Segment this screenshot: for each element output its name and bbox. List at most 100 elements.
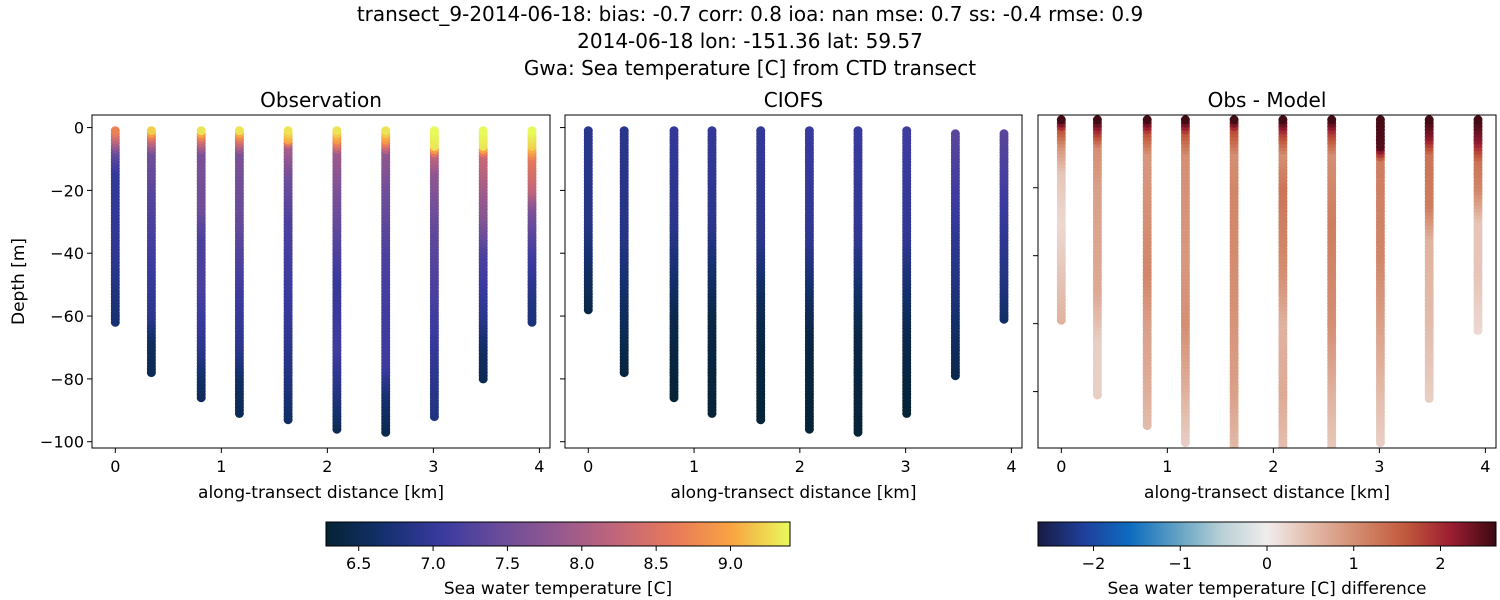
data-point — [1327, 452, 1336, 461]
y-tick-label: 0 — [74, 119, 84, 138]
data-point — [381, 126, 391, 136]
station-profile — [583, 126, 593, 315]
axes-frame — [91, 114, 551, 449]
y-tick-label: −100 — [40, 433, 84, 452]
x-tick-label: 4 — [534, 457, 544, 476]
data-point — [669, 126, 679, 136]
y-tick-label: −40 — [50, 244, 84, 263]
colorbar-tick-label: 7.0 — [420, 554, 445, 573]
colorbar-tick-label: 7.5 — [495, 554, 520, 573]
colorbar-bar — [1037, 521, 1497, 547]
figure-title-line-1: transect_9-2014-06-18: bias: -0.7 corr: … — [356, 2, 1144, 26]
colorbar-tick-label: 1 — [1349, 554, 1359, 573]
data-point — [1375, 115, 1385, 125]
data-point — [478, 126, 488, 136]
data-point — [110, 126, 120, 136]
station-profile — [707, 126, 717, 418]
x-tick-label: 4 — [1006, 457, 1016, 476]
data-point — [1278, 459, 1287, 468]
colorbar-tick-label: 8.0 — [569, 554, 594, 573]
colorbar-tick-label: −1 — [1168, 554, 1192, 573]
station-profile — [234, 126, 244, 418]
station-profile — [478, 126, 488, 384]
colorbar-tick-label: 6.5 — [346, 554, 371, 573]
x-tick-label: 2 — [322, 457, 332, 476]
station-profile — [1092, 115, 1102, 400]
data-point — [332, 126, 342, 136]
x-axis-label: along-transect distance [km] — [198, 483, 444, 503]
station-profile — [1278, 115, 1288, 468]
panel-1: Observation 0 1 2 3 4 along-transect distance … — [9, 88, 551, 503]
station-profile — [332, 126, 342, 434]
axes-frame — [564, 114, 1023, 449]
station-profile — [146, 126, 156, 378]
subplot-title: Observation — [260, 88, 382, 112]
data-point — [283, 126, 293, 136]
data-point — [1142, 115, 1152, 125]
data-point — [583, 126, 593, 136]
station-profile — [110, 126, 120, 327]
panel-3: Obs - Model 0 1 2 3 4 along-transect distance … — [1033, 88, 1497, 503]
x-tick-label: 3 — [1374, 457, 1384, 476]
colorbar-tick-label: 9.0 — [718, 554, 743, 573]
station-profile — [902, 126, 912, 418]
data-points — [110, 126, 537, 437]
data-point — [1327, 459, 1336, 468]
colorbar-tick-label: 2 — [1435, 554, 1445, 573]
x-tick-label: 0 — [1056, 457, 1066, 476]
data-point — [1473, 115, 1483, 125]
x-tick-label: 3 — [901, 457, 911, 476]
colorbar-1: 6.5 7.0 7.5 8.0 8.5 9.0 Sea water temperature … — [325, 521, 791, 599]
subplot-title: Obs - Model — [1208, 88, 1327, 112]
data-point — [804, 126, 814, 136]
station-profile — [1473, 115, 1483, 335]
station-profile — [619, 126, 629, 378]
data-point — [950, 129, 960, 139]
y-tick-label: −80 — [50, 370, 84, 389]
x-axis-label: along-transect distance [km] — [1144, 483, 1390, 503]
x-tick-label: 1 — [689, 457, 699, 476]
x-axis-label: along-transect distance [km] — [671, 483, 917, 503]
station-profile — [381, 126, 391, 437]
station-profile — [804, 126, 814, 434]
x-tick-label: 2 — [795, 457, 805, 476]
data-point — [1056, 115, 1066, 125]
station-profile — [527, 126, 537, 327]
x-tick-label: 1 — [216, 457, 226, 476]
x-tick-label: 0 — [110, 457, 120, 476]
data-point — [1278, 455, 1287, 464]
station-profile — [853, 126, 863, 437]
y-tick-label: −60 — [50, 307, 84, 326]
data-point — [619, 126, 629, 136]
data-point — [527, 126, 537, 136]
data-point — [1180, 115, 1190, 125]
station-profile — [1229, 115, 1239, 448]
data-points — [583, 126, 1009, 437]
figure-title-line-3: Gwa: Sea temperature [C] from CTD transe… — [523, 56, 977, 80]
station-profile — [669, 126, 679, 403]
x-tick-label: 0 — [583, 457, 593, 476]
data-point — [1278, 452, 1287, 461]
x-tick-label: 3 — [428, 457, 438, 476]
data-point — [196, 126, 206, 136]
station-profile — [756, 126, 766, 425]
station-profile — [1142, 115, 1152, 431]
data-point — [1327, 115, 1337, 125]
data-point — [1092, 115, 1102, 125]
x-tick-label: 4 — [1480, 457, 1490, 476]
station-profile — [196, 126, 206, 403]
station-profile — [999, 129, 1009, 324]
data-point — [429, 126, 439, 136]
data-point — [853, 126, 863, 136]
colorbar-tick-label: 0 — [1262, 554, 1272, 573]
colorbar-label: Sea water temperature [C] difference — [1107, 579, 1426, 599]
data-point — [146, 126, 156, 136]
data-point — [707, 126, 717, 136]
data-point — [1424, 115, 1434, 125]
colorbar-bar — [325, 521, 791, 547]
data-point — [1229, 115, 1239, 125]
figure-title-line-2: 2014-06-18 lon: -151.36 lat: 59.57 — [577, 29, 923, 53]
x-tick-label: 2 — [1268, 457, 1278, 476]
